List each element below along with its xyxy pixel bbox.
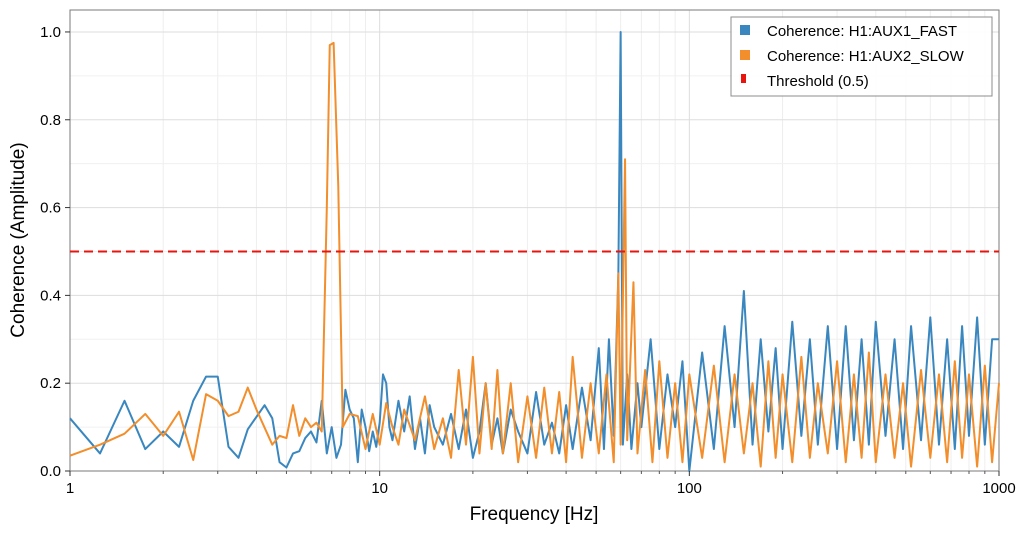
- axis-ticks: 1 10 100 1000 0.0 0.2 0.4 0.6 0.8 1.0: [40, 24, 1016, 497]
- y-tick-label: 1.0: [40, 24, 61, 41]
- y-tick-label: 0.0: [40, 463, 61, 480]
- legend-label-threshold: Threshold (0.5): [767, 73, 869, 90]
- legend-label-aux2-slow: Coherence: H1:AUX2_SLOW: [767, 48, 965, 65]
- x-tick-label: 1: [66, 480, 74, 497]
- series-layer: [69, 30, 1000, 472]
- x-tick-label: 100: [677, 480, 702, 497]
- legend-label-aux1-fast: Coherence: H1:AUX1_FAST: [767, 23, 957, 40]
- legend-swatch-aux2-slow: [740, 50, 750, 60]
- x-axis-label: Frequency [Hz]: [470, 504, 599, 525]
- series-line-aux2-slow: [69, 41, 1000, 468]
- y-tick-label: 0.8: [40, 112, 61, 129]
- legend-swatch-aux1-fast: [740, 25, 750, 35]
- y-tick-label: 0.4: [40, 287, 61, 304]
- y-tick-label: 0.2: [40, 375, 61, 392]
- legend: Coherence: H1:AUX1_FAST Coherence: H1:AU…: [730, 16, 993, 97]
- legend-swatch-threshold: [741, 74, 746, 83]
- y-axis-label: Coherence (Amplitude): [8, 142, 29, 337]
- y-tick-label: 0.6: [40, 200, 61, 217]
- x-tick-label: 1000: [982, 480, 1015, 497]
- legend-box: [730, 16, 993, 97]
- plot-frame: [69, 9, 1000, 472]
- x-tick-label: 10: [371, 480, 388, 497]
